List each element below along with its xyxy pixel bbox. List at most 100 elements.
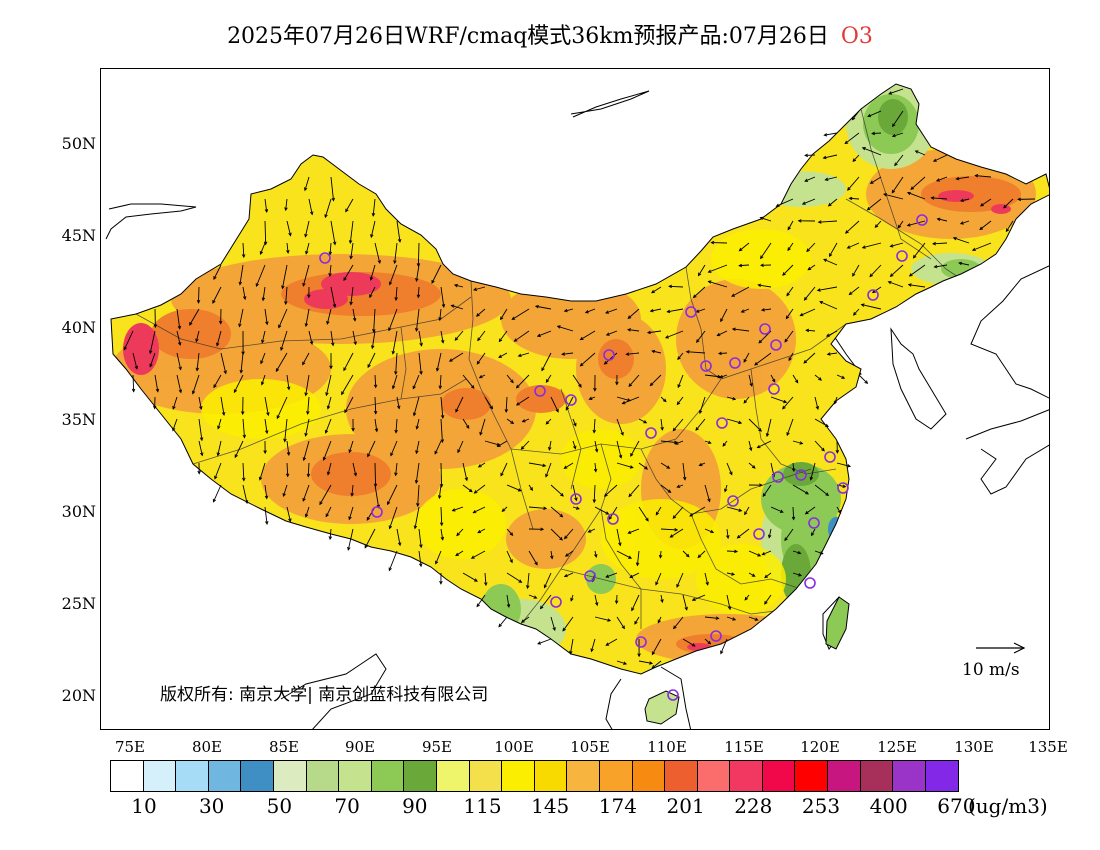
monitoring-site-icon[interactable] (710, 630, 722, 642)
wind-arrow-icon (817, 220, 838, 224)
wind-arrow-icon (801, 198, 816, 205)
colorbar-label: 70 (334, 794, 360, 818)
colorbar-swatch (860, 761, 894, 791)
wind-arrow-icon (824, 176, 838, 181)
monitoring-site-icon[interactable] (371, 506, 383, 518)
wind-arrow-icon (515, 374, 530, 389)
monitoring-site-icon[interactable] (795, 469, 807, 481)
wind-arrow-icon (958, 261, 970, 266)
wind-arrow-icon (716, 330, 728, 337)
wind-arrow-icon (304, 418, 310, 437)
wind-arrow-icon (651, 638, 662, 656)
monitoring-site-icon[interactable] (570, 493, 582, 505)
wind-arrow-icon (616, 660, 628, 665)
wind-arrow-icon (550, 550, 554, 560)
lat-tick-label: 25N (61, 594, 96, 613)
wind-arrow-icon (550, 396, 559, 413)
wind-arrow-icon (814, 550, 824, 555)
wind-arrow-icon (528, 462, 547, 468)
wind-arrow-icon (770, 396, 788, 404)
monitoring-site-icon[interactable] (584, 570, 596, 582)
wind-arrow-icon (760, 308, 772, 312)
wind-arrow-icon (952, 236, 970, 244)
monitoring-site-icon[interactable] (804, 577, 816, 589)
monitoring-site-icon[interactable] (770, 339, 782, 351)
wind-arrow-icon (264, 396, 270, 417)
lat-tick-label: 45N (61, 226, 96, 245)
wind-arrow-icon (759, 263, 772, 268)
wind-arrow-icon (696, 330, 706, 343)
monitoring-site-icon[interactable] (753, 528, 765, 540)
wind-arrow-icon (907, 283, 926, 288)
wind-arrow-icon (748, 550, 762, 557)
monitoring-site-icon[interactable] (565, 394, 577, 406)
wind-arrow-icon (520, 616, 530, 623)
wind-arrow-icon (974, 174, 992, 178)
wind-arrow-icon (811, 528, 816, 537)
monitoring-site-icon[interactable] (867, 289, 879, 301)
wind-arrow-icon (614, 594, 619, 605)
wind-arrow-icon (196, 286, 201, 304)
monitoring-site-icon[interactable] (896, 250, 908, 262)
wind-arrow-icon (131, 374, 136, 393)
wind-arrow-icon (660, 418, 664, 431)
monitoring-site-icon[interactable] (319, 252, 331, 264)
wind-arrow-icon (324, 418, 332, 434)
monitoring-site-icon[interactable] (727, 495, 739, 507)
map-panel[interactable] (100, 68, 1050, 730)
wind-arrow-icon (387, 484, 398, 506)
monitoring-site-icon[interactable] (645, 427, 657, 439)
monitoring-site-icon[interactable] (700, 360, 712, 372)
wind-arrow-icon (341, 374, 354, 396)
wind-arrow-icon (457, 440, 464, 454)
colorbar-swatch (469, 761, 503, 791)
monitoring-site-icon[interactable] (768, 383, 780, 395)
wind-arrow-icon (438, 308, 442, 322)
wind-arrow-icon (621, 396, 640, 405)
monitoring-site-icon[interactable] (824, 451, 836, 463)
wind-arrow-icon (594, 550, 598, 558)
wind-arrow-icon (936, 217, 948, 222)
monitoring-site-icon[interactable] (729, 357, 741, 369)
wind-arrow-icon (933, 264, 948, 269)
wind-arrow-icon (348, 440, 354, 454)
wind-arrow-icon (697, 264, 706, 277)
wind-arrow-icon (233, 374, 244, 394)
wind-arrow-icon (370, 330, 376, 350)
monitoring-site-icon[interactable] (916, 214, 928, 226)
wind-arrow-icon (255, 264, 266, 288)
monitoring-site-icon[interactable] (667, 689, 679, 701)
wind-arrow-icon (504, 396, 509, 413)
wind-arrow-icon (391, 374, 398, 390)
wind-arrow-icon (930, 196, 948, 200)
monitoring-site-icon[interactable] (716, 417, 728, 429)
wind-arrow-icon (846, 242, 860, 249)
wind-arrow-icon (123, 330, 134, 351)
wind-arrow-icon (889, 264, 904, 277)
monitoring-site-icon[interactable] (603, 349, 615, 361)
wind-arrow-icon (756, 440, 772, 449)
monitoring-site-icon[interactable] (685, 306, 697, 318)
lat-tick-label: 20N (61, 686, 96, 705)
wind-arrow-icon (592, 418, 597, 434)
monitoring-site-icon[interactable] (837, 482, 849, 494)
wind-arrow-icon (797, 219, 816, 223)
wind-arrow-icon (804, 506, 816, 515)
wind-arrow-icon (594, 506, 610, 515)
monitoring-site-icon[interactable] (808, 517, 820, 529)
monitoring-site-icon[interactable] (550, 596, 562, 608)
wind-arrow-icon (284, 286, 288, 306)
monitoring-site-icon[interactable] (607, 513, 619, 525)
monitoring-site-icon[interactable] (534, 385, 546, 397)
wind-arrow-icon (264, 198, 269, 213)
wind-arrow-icon (1003, 198, 1014, 209)
wind-arrow-icon (788, 352, 794, 362)
wind-arrow-icon (285, 462, 290, 478)
wind-arrow-icon (462, 418, 470, 430)
wind-arrow-icon (792, 550, 802, 555)
wind-arrow-icon (176, 330, 182, 346)
monitoring-site-icon[interactable] (772, 471, 784, 483)
wind-arrow-icon (528, 506, 548, 511)
monitoring-site-icon[interactable] (635, 636, 647, 648)
monitoring-site-icon[interactable] (759, 323, 771, 335)
